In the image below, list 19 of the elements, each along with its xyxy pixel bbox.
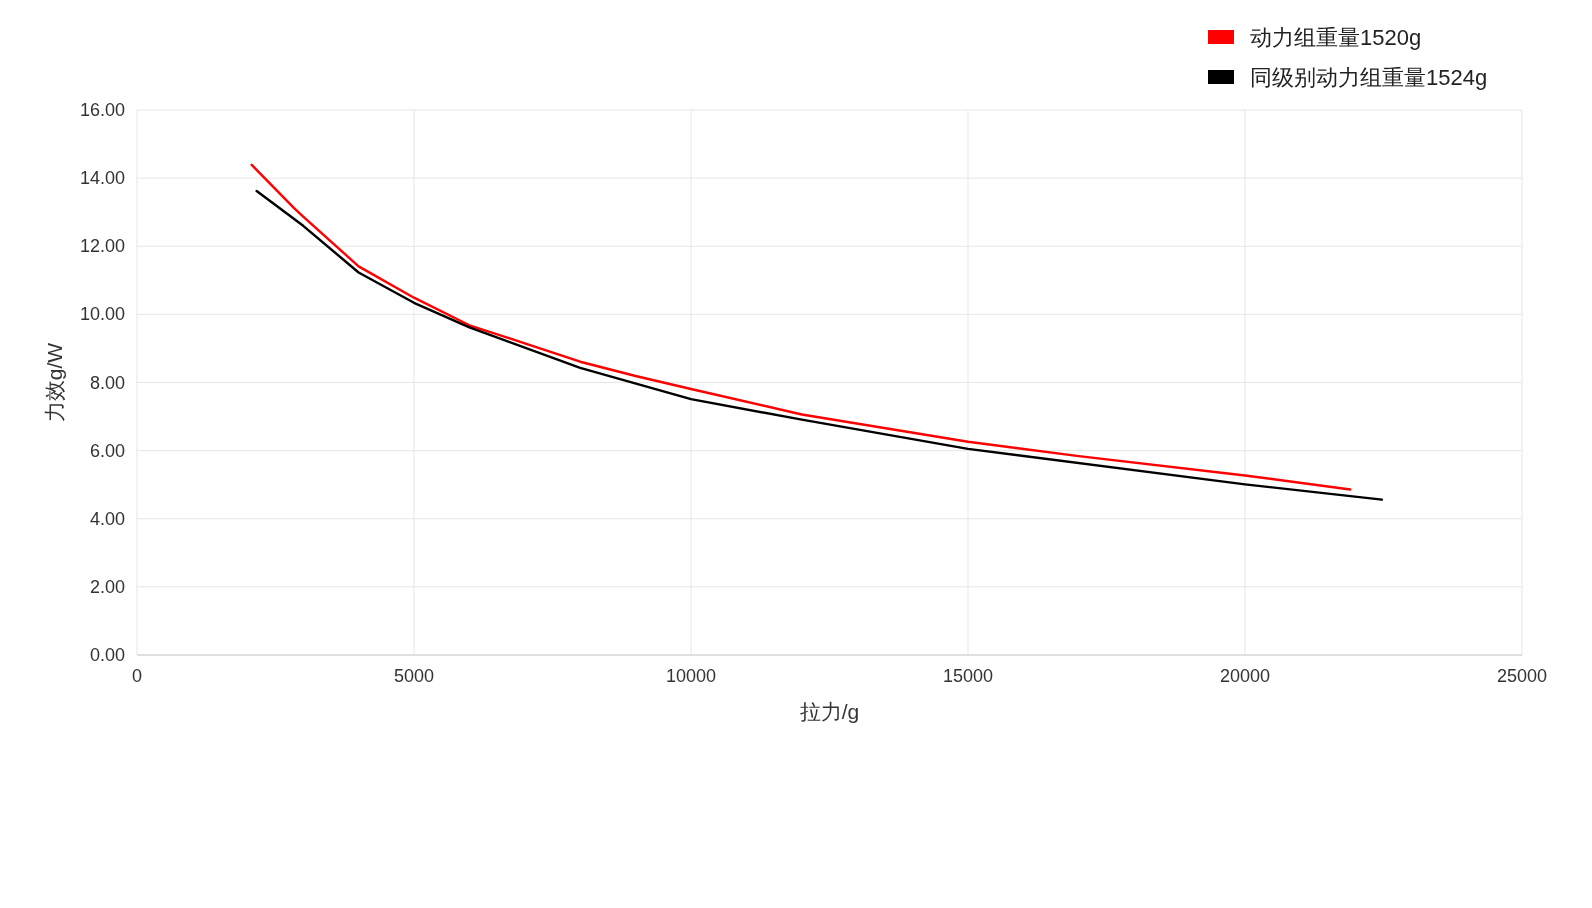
y-tick-label: 12.00 <box>79 236 125 257</box>
y-tick-label: 2.00 <box>89 576 125 597</box>
y-axis-title: 力效g/W <box>43 342 66 423</box>
x-tick-label: 5000 <box>393 666 435 686</box>
legend-label: 同级别动力组重量1524g <box>1250 65 1488 90</box>
y-tick-label: 16.00 <box>79 100 125 120</box>
x-axis-title: 拉力/g <box>799 700 860 723</box>
y-tick-label: 4.00 <box>89 508 125 529</box>
x-tick-label: 10000 <box>665 666 717 686</box>
legend-label: 动力组重量1520g <box>1250 25 1422 50</box>
y-tick-label: 6.00 <box>89 440 125 461</box>
y-tick-label: 10.00 <box>79 304 125 325</box>
x-tick-label: 15000 <box>942 666 994 686</box>
y-tick-label: 8.00 <box>89 372 125 393</box>
x-tick-label: 0 <box>131 666 143 686</box>
y-tick-label: 0.00 <box>89 645 125 665</box>
x-tick-label: 25000 <box>1496 666 1548 686</box>
y-tick-label: 14.00 <box>79 168 125 189</box>
x-tick-label: 20000 <box>1219 666 1271 686</box>
